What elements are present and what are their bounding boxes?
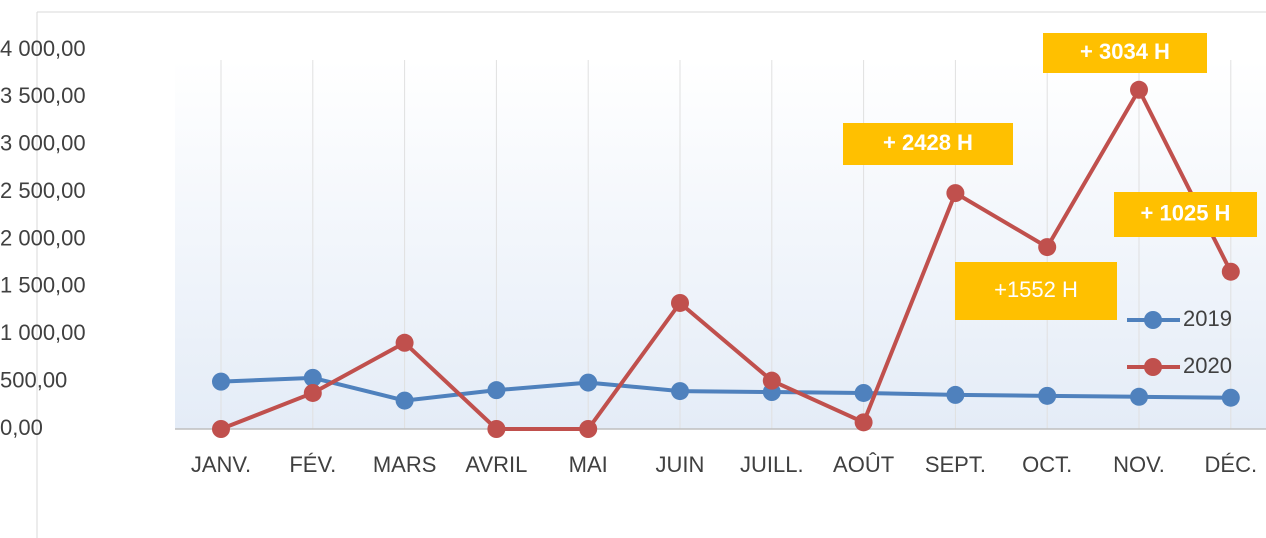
point (1130, 387, 1148, 406)
annotation: +1552 H (994, 277, 1078, 302)
point (671, 382, 689, 401)
point (946, 385, 965, 404)
y-tick-label: 2 000,00 (0, 225, 86, 250)
x-tick-label: AVRIL (465, 452, 527, 477)
annotation: + 3034 H (1080, 39, 1170, 64)
point (762, 371, 781, 390)
point (395, 333, 414, 352)
legend-label: 2019 (1183, 306, 1232, 331)
point (579, 373, 598, 392)
annotation-box (1114, 192, 1257, 237)
legend-marker (1144, 311, 1162, 329)
plot-area (175, 60, 1266, 429)
point (1038, 238, 1057, 257)
point (854, 413, 873, 432)
y-tick-label: 3 000,00 (0, 131, 86, 156)
point (1038, 386, 1057, 405)
x-tick-label: FÉV. (289, 452, 336, 477)
x-tick-label: MAI (569, 452, 608, 477)
point (671, 293, 689, 312)
point (212, 420, 230, 438)
annotation-box (843, 123, 1013, 165)
point (487, 381, 506, 400)
point (395, 391, 414, 410)
x-tick-label: JUIN (656, 452, 705, 477)
series-line (220, 85, 1233, 431)
annotation-box (955, 262, 1117, 320)
x-tick-label: SEPT. (925, 452, 986, 477)
point (579, 420, 598, 438)
x-tick-label: NOV. (1113, 452, 1165, 477)
point (1130, 80, 1148, 99)
x-tick-label: DÉC. (1205, 452, 1258, 477)
legend-label: 2020 (1183, 353, 1232, 378)
point (487, 420, 506, 438)
y-tick-label: 2 500,00 (0, 178, 86, 203)
annotation-box (1043, 33, 1207, 73)
annotation: + 1025 H (1141, 200, 1231, 225)
x-tick-label: MARS (373, 452, 437, 477)
x-tick-label: JANV. (191, 452, 251, 477)
point (1221, 262, 1240, 281)
y-tick-label: 1 500,00 (0, 273, 86, 298)
y-tick-label: 500,00 (0, 367, 67, 392)
annotation: + 2428 H (883, 130, 973, 155)
y-tick-label: 0,00 (0, 415, 43, 440)
point (303, 383, 322, 402)
point (854, 383, 873, 402)
y-tick-label: 3 500,00 (0, 83, 86, 108)
series-line (220, 375, 1231, 403)
point (1221, 388, 1240, 407)
x-tick-label: JUILL. (740, 452, 804, 477)
point (212, 372, 230, 391)
legend-marker (1144, 358, 1162, 376)
point (946, 184, 965, 203)
x-tick-label: OCT. (1022, 452, 1072, 477)
point (303, 368, 322, 387)
y-tick-label: 4 000,00 (0, 36, 86, 61)
y-tick-label: 1 000,00 (0, 320, 86, 345)
x-tick-label: AOÛT (833, 452, 894, 477)
